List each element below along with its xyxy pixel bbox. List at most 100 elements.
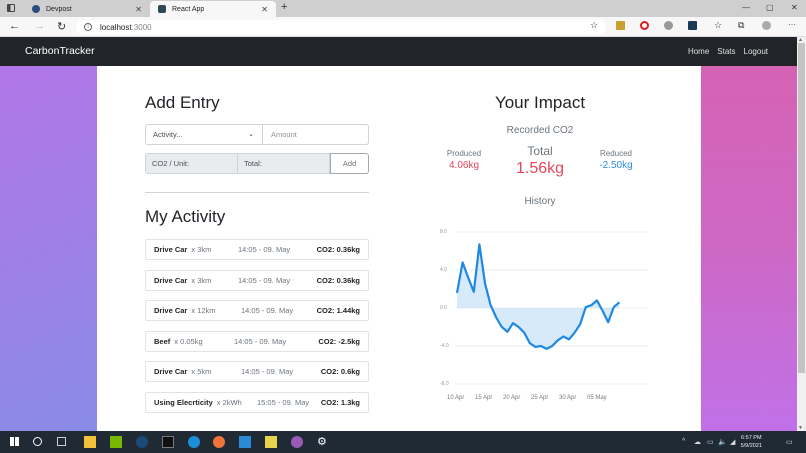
- windows-start-icon[interactable]: [10, 437, 19, 446]
- section-divider: [145, 192, 369, 193]
- extension-icon[interactable]: [688, 21, 697, 30]
- add-button[interactable]: Add: [330, 153, 369, 174]
- activity-item[interactable]: Drive Car x 3km 14:05 - 09. May CO2: 0.3…: [145, 239, 369, 260]
- tab-label: Devpost: [46, 5, 72, 13]
- app-navbar: CarbonTracker Home Stats Logout: [0, 37, 797, 66]
- favorite-star-icon[interactable]: ☆: [590, 20, 599, 30]
- battery-icon[interactable]: ▭: [707, 439, 714, 446]
- x-tick-label: 25 Apr: [531, 395, 549, 401]
- close-tab-icon[interactable]: ✕: [135, 4, 142, 14]
- x-tick-label: 15 Apr: [475, 395, 493, 401]
- volume-icon[interactable]: 🔈: [718, 439, 727, 446]
- notifications-icon[interactable]: ▭: [786, 439, 793, 446]
- nav-links: Home Stats Logout: [688, 47, 768, 56]
- nav-stats[interactable]: Stats: [717, 47, 736, 56]
- pycharm-icon[interactable]: [265, 436, 277, 448]
- page-background-right: [700, 66, 797, 431]
- onedrive-icon[interactable]: ☁: [694, 439, 701, 446]
- your-impact-title: Your Impact: [494, 93, 586, 112]
- activity-name: Drive Car: [154, 367, 188, 376]
- activity-qty: x 0.05kg: [174, 336, 203, 346]
- favorites-icon[interactable]: ☆: [714, 20, 723, 30]
- activity-time: 14:05 - 09. May: [238, 245, 291, 254]
- browser-tab-bar: Devpost ✕ React App ✕ + — ▢ ✕: [0, 0, 806, 17]
- tray-chevron-icon[interactable]: ^: [682, 438, 686, 445]
- x-tick-label: 05 May: [587, 395, 607, 401]
- url-port: :3000: [131, 22, 152, 32]
- steam-icon[interactable]: [136, 436, 148, 448]
- close-tab-icon[interactable]: ✕: [261, 4, 268, 14]
- new-tab-button[interactable]: +: [281, 1, 288, 13]
- page-scrollbar[interactable]: ▲ ▼: [797, 37, 806, 431]
- activity-list: Drive Car x 3km 14:05 - 09. May CO2: 0.3…: [145, 239, 369, 422]
- x-tick-label: 20 Apr: [503, 395, 521, 401]
- activity-item[interactable]: Drive Car x 5km 14:05 - 09. May CO2: 0.6…: [145, 361, 369, 382]
- nav-home[interactable]: Home: [687, 47, 710, 56]
- my-activity-title: My Activity: [145, 207, 226, 226]
- extension-x-icon[interactable]: [616, 21, 625, 30]
- activity-item[interactable]: Beef x 0.05kg 14:05 - 09. May CO2: -2.5k…: [145, 330, 369, 352]
- activity-co2: CO2: -2.5kg: [318, 336, 360, 346]
- url-input[interactable]: i localhost:3000: [76, 20, 606, 34]
- activity-item[interactable]: Drive Car x 12km 14:05 - 09. May CO2: 1.…: [145, 300, 369, 321]
- tab-label: React App: [172, 5, 205, 13]
- tab-devpost[interactable]: Devpost ✕: [24, 1, 150, 17]
- activity-qty: x 12km: [191, 306, 216, 315]
- messenger-icon[interactable]: [291, 436, 303, 448]
- activity-qty: x 5km: [191, 367, 212, 376]
- maximize-icon[interactable]: ▢: [766, 3, 774, 12]
- opera-extension-icon[interactable]: [640, 21, 649, 30]
- react-favicon-icon: [158, 5, 166, 13]
- y-tick-label: -4.0: [440, 343, 449, 349]
- activity-co2: CO2: 0.36kg: [316, 245, 360, 254]
- activity-item[interactable]: Drive Car x 3km 14:05 - 09. May CO2: 0.3…: [145, 269, 369, 291]
- scroll-down-icon[interactable]: ▼: [798, 425, 803, 431]
- activity-qty: x 2kWh: [216, 397, 242, 407]
- file-explorer-icon[interactable]: [84, 436, 96, 448]
- profile-avatar-icon[interactable]: [762, 21, 771, 30]
- postman-icon[interactable]: [213, 436, 225, 448]
- terminal-icon[interactable]: [162, 436, 174, 448]
- nvidia-icon[interactable]: [110, 436, 122, 448]
- site-info-icon[interactable]: i: [84, 23, 92, 31]
- scrollbar-thumb[interactable]: [798, 43, 805, 373]
- search-icon[interactable]: [33, 437, 42, 446]
- scroll-up-icon[interactable]: ▲: [798, 37, 803, 43]
- history-chart-plot: [455, 231, 648, 385]
- edge-icon[interactable]: [188, 436, 200, 448]
- windows-taskbar: ⚙ ^ ☁ ▭ 🔈 ◢ 6:57 PM 5/9/2021 ▭: [0, 431, 806, 453]
- tab-react-app[interactable]: React App ✕: [150, 1, 276, 17]
- entry-info-group: CO2 / Unit: Total: Add: [145, 153, 369, 174]
- activity-select-value: Activity...: [153, 130, 183, 139]
- refresh-icon[interactable]: ↻: [57, 21, 67, 33]
- more-menu-icon[interactable]: ···: [788, 20, 796, 29]
- history-chart: 8.0 4.0 0.0 -4.0 -8.0 10 Apr 15 Apr 20 Apr 25 Ap…: [430, 225, 660, 405]
- history-label: History: [524, 196, 556, 207]
- reduced-value: -2.50kg: [599, 160, 633, 171]
- settings-gear-icon[interactable]: ⚙: [317, 436, 327, 448]
- activity-name: Drive Car: [154, 275, 188, 285]
- close-window-icon[interactable]: ✕: [791, 3, 798, 12]
- tab-actions-icon[interactable]: [7, 4, 15, 12]
- forward-icon[interactable]: →: [34, 20, 45, 32]
- nav-logout[interactable]: Logout: [743, 47, 768, 56]
- back-icon[interactable]: ←: [9, 20, 20, 32]
- y-tick-label: 0.0: [440, 305, 447, 311]
- activity-time: 14:05 - 09. May: [238, 275, 291, 285]
- extension-icon[interactable]: [664, 21, 673, 30]
- activity-item[interactable]: Using Elecrticity x 2kWh 15:05 - 09. May…: [145, 391, 369, 413]
- amount-input[interactable]: [263, 124, 369, 145]
- task-view-icon[interactable]: [57, 437, 66, 446]
- vscode-icon[interactable]: [239, 436, 251, 448]
- brand-logo[interactable]: CarbonTracker: [25, 45, 95, 57]
- url-host: localhost: [100, 22, 132, 32]
- system-clock[interactable]: 6:57 PM 5/9/2021: [741, 434, 762, 450]
- wifi-icon[interactable]: ◢: [730, 439, 736, 446]
- activity-name: Beef: [154, 336, 171, 346]
- minimize-icon[interactable]: —: [742, 3, 750, 12]
- collections-icon[interactable]: ⧉: [738, 20, 745, 30]
- y-tick-label: 4.0: [440, 267, 447, 273]
- recorded-co2-label: Recorded CO2: [506, 125, 574, 136]
- activity-name: Drive Car: [154, 306, 188, 315]
- activity-select[interactable]: Activity... ⌄: [145, 124, 263, 145]
